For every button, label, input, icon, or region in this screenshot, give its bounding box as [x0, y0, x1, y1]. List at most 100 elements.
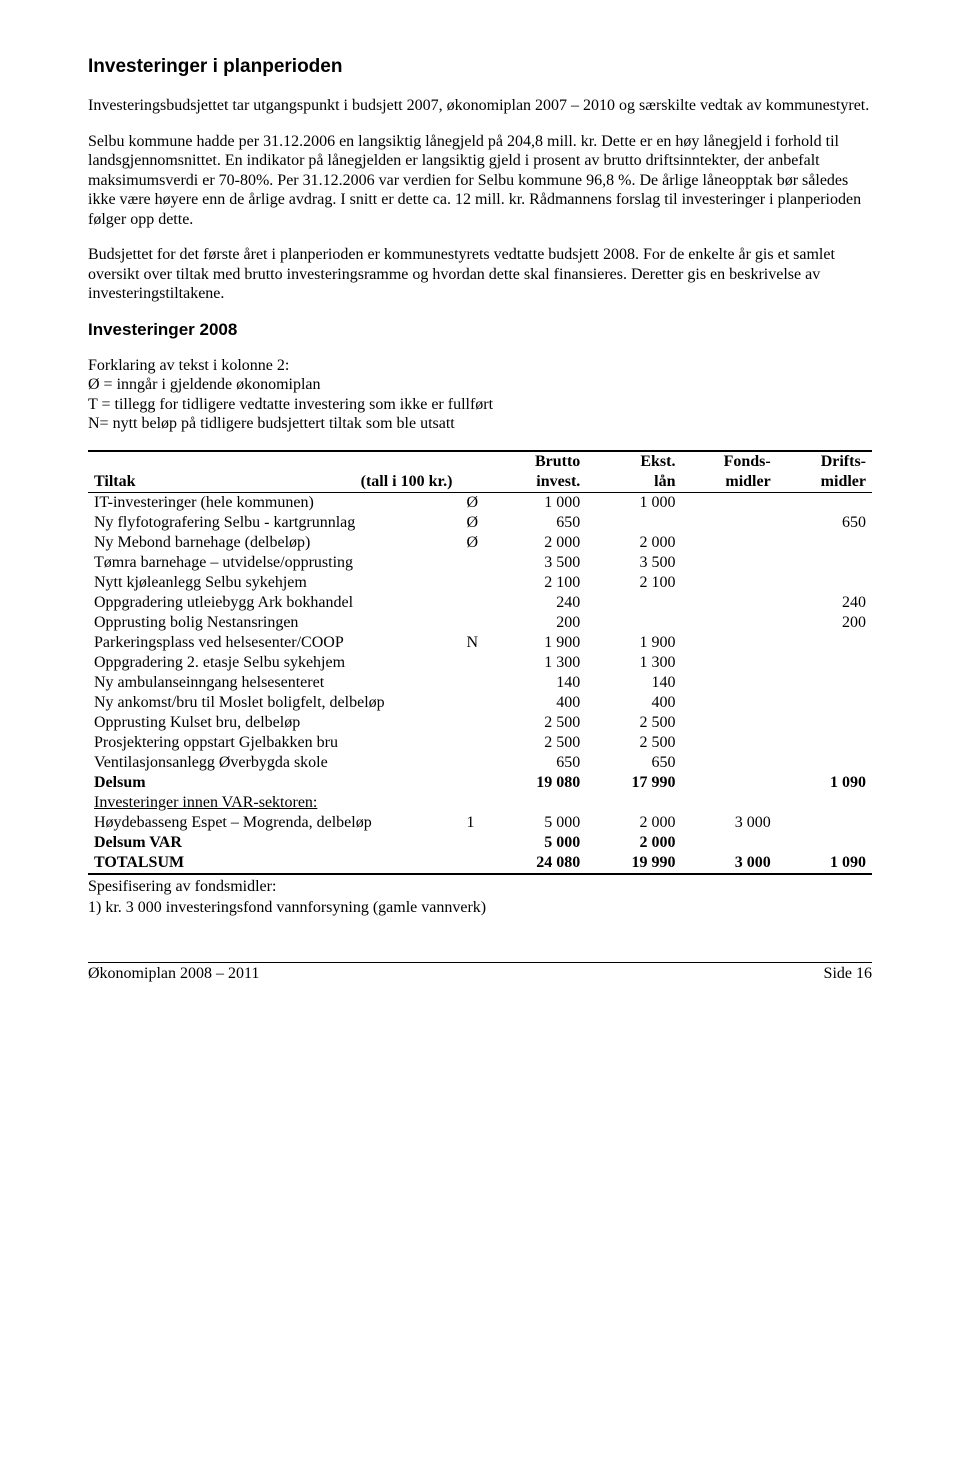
row-value	[681, 773, 776, 793]
after-table-notes: Spesifisering av fondsmidler: 1) kr. 3 0…	[88, 877, 872, 918]
table-header-row-2: Tiltak (tall i 100 kr.) invest. lån midl…	[88, 472, 872, 493]
col-drifts-2: midler	[777, 472, 872, 493]
footer-right: Side 16	[824, 965, 872, 983]
row-label: TOTALSUM	[88, 853, 464, 874]
legend-line: Ø = inngår i gjeldende økonomiplan	[88, 375, 872, 395]
row-value	[777, 793, 872, 813]
table-row: Ny ankomst/bru til Moslet boligfelt, del…	[88, 693, 872, 713]
row-value	[777, 653, 872, 673]
row-value: 1 300	[491, 653, 586, 673]
row-value: 400	[586, 693, 681, 713]
row-value: 2 000	[586, 813, 681, 833]
row-value	[777, 673, 872, 693]
table-row: Oppgradering 2. etasje Selbu sykehjem1 3…	[88, 653, 872, 673]
table-header-blank	[464, 451, 491, 472]
paragraph: Selbu kommune hadde per 31.12.2006 en la…	[88, 132, 872, 230]
row-value: 1 000	[586, 492, 681, 513]
page-footer: Økonomiplan 2008 – 2011 Side 16	[88, 962, 872, 983]
row-value: 19 990	[586, 853, 681, 874]
col-fonds-2: midler	[681, 472, 776, 493]
col-tiltak-note: (tall i 100 kr.)	[361, 473, 459, 491]
table-row: Delsum19 08017 9901 090	[88, 773, 872, 793]
row-value	[681, 613, 776, 633]
row-value: 2 100	[586, 573, 681, 593]
row-value	[681, 753, 776, 773]
table-row: Oppgradering utleiebygg Ark bokhandel240…	[88, 593, 872, 613]
spec-line: 1) kr. 3 000 investeringsfond vannforsyn…	[88, 898, 872, 918]
col-brutto: Brutto	[491, 451, 586, 472]
paragraph: Investeringsbudsjettet tar utgangspunkt …	[88, 96, 872, 116]
row-code	[464, 673, 491, 693]
row-value	[681, 793, 776, 813]
row-value	[586, 613, 681, 633]
row-label: Prosjektering oppstart Gjelbakken bru	[88, 733, 464, 753]
legend: Forklaring av tekst i kolonne 2: Ø = inn…	[88, 356, 872, 434]
row-label: Opprusting Kulset bru, delbeløp	[88, 713, 464, 733]
row-value	[777, 533, 872, 553]
table-row: Ventilasjonsanlegg Øverbygda skole650650	[88, 753, 872, 773]
col-tiltak-label: Tiltak	[94, 473, 136, 490]
row-value: 200	[777, 613, 872, 633]
row-value	[681, 713, 776, 733]
row-label: Ventilasjonsanlegg Øverbygda skole	[88, 753, 464, 773]
row-value	[491, 793, 586, 813]
row-value	[777, 573, 872, 593]
row-value: 3 000	[681, 813, 776, 833]
row-label: Parkeringsplass ved helsesenter/COOP	[88, 633, 464, 653]
row-code: Ø	[464, 533, 491, 553]
row-value	[681, 833, 776, 853]
table-header-blank	[88, 451, 464, 472]
row-label: Ny flyfotografering Selbu - kartgrunnlag	[88, 513, 464, 533]
row-value	[681, 533, 776, 553]
col-fonds: Fonds-	[681, 451, 776, 472]
row-value	[681, 553, 776, 573]
spec-heading: Spesifisering av fondsmidler:	[88, 877, 872, 897]
row-value: 2 000	[586, 533, 681, 553]
col-ekst: Ekst.	[586, 451, 681, 472]
row-code	[464, 833, 491, 853]
row-value: 1 090	[777, 773, 872, 793]
table-row: Nytt kjøleanlegg Selbu sykehjem2 1002 10…	[88, 573, 872, 593]
row-value	[681, 593, 776, 613]
col-brutto-2: invest.	[491, 472, 586, 493]
row-label: Ny Mebond barnehage (delbeløp)	[88, 533, 464, 553]
table-row: Delsum VAR5 0002 000	[88, 833, 872, 853]
row-label: Delsum	[88, 773, 464, 793]
row-code	[464, 713, 491, 733]
row-code	[464, 573, 491, 593]
table-row: Ny Mebond barnehage (delbeløp)Ø2 0002 00…	[88, 533, 872, 553]
row-value	[777, 753, 872, 773]
investment-table: Brutto Ekst. Fonds- Drifts- Tiltak (tall…	[88, 450, 872, 875]
row-value	[681, 513, 776, 533]
row-value	[681, 653, 776, 673]
row-code	[464, 793, 491, 813]
table-header-row-1: Brutto Ekst. Fonds- Drifts-	[88, 451, 872, 472]
row-code	[464, 773, 491, 793]
row-value	[681, 573, 776, 593]
row-value: 3 500	[491, 553, 586, 573]
legend-line: T = tillegg for tidligere vedtatte inves…	[88, 395, 872, 415]
paragraph: Budsjettet for det første året i planper…	[88, 245, 872, 304]
row-value	[681, 492, 776, 513]
row-value: 2 100	[491, 573, 586, 593]
row-label: Ny ambulanseinngang helsesenteret	[88, 673, 464, 693]
row-code	[464, 653, 491, 673]
row-value: 240	[777, 593, 872, 613]
row-value: 3 000	[681, 853, 776, 874]
row-value: 2 500	[586, 713, 681, 733]
row-code	[464, 593, 491, 613]
row-value: 2 500	[491, 713, 586, 733]
page: Investeringer i planperioden Investering…	[0, 0, 960, 1023]
row-value	[777, 553, 872, 573]
row-code: N	[464, 633, 491, 653]
row-value: 650	[586, 753, 681, 773]
row-value: 2 000	[491, 533, 586, 553]
row-code: 1	[464, 813, 491, 833]
row-value: 17 990	[586, 773, 681, 793]
table-row: Investeringer innen VAR-sektoren:	[88, 793, 872, 813]
row-value	[681, 633, 776, 653]
row-label: Opprusting bolig Nestansringen	[88, 613, 464, 633]
legend-intro: Forklaring av tekst i kolonne 2:	[88, 356, 872, 376]
table-row: Opprusting Kulset bru, delbeløp 2 5002 50…	[88, 713, 872, 733]
footer-left: Økonomiplan 2008 – 2011	[88, 965, 259, 983]
